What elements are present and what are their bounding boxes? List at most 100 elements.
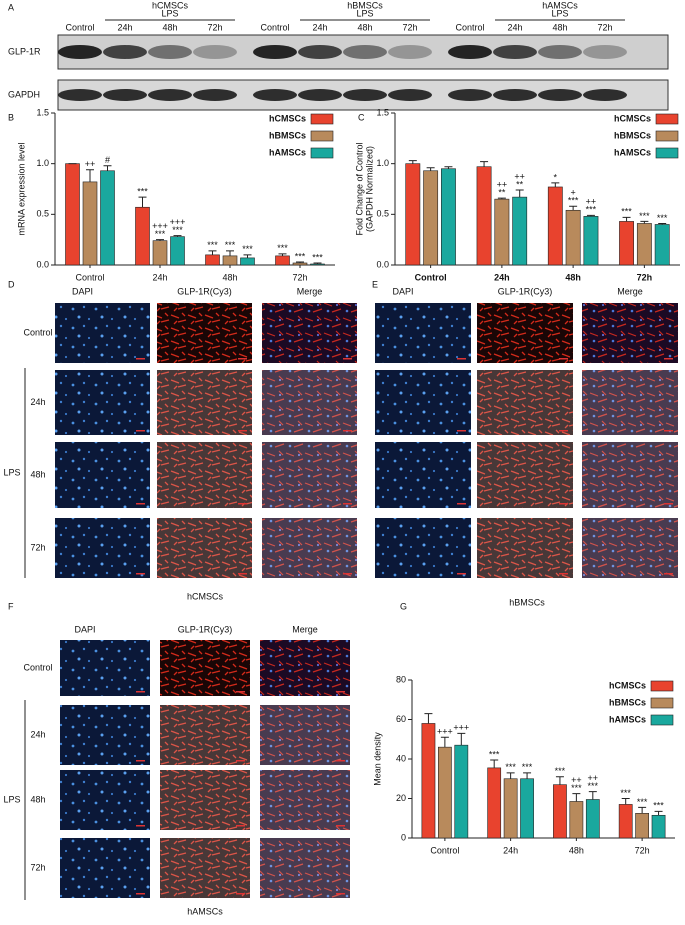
row-label: 48h [30,794,45,804]
scale-bar [343,358,352,360]
panel-label: A [8,2,14,12]
x-tick-label: 24h [503,845,518,855]
significance: # [105,155,110,165]
legend-label: hCMSCs [269,113,306,123]
lane-label: Control [455,22,484,32]
y-tick-label: 1.0 [376,158,389,168]
significance: +++ [453,723,469,733]
bar [310,263,325,266]
error-bar [572,793,581,802]
blot-band [538,89,582,101]
blot-band [448,45,492,59]
error-bar [424,713,433,724]
legend-swatch [655,113,679,125]
bar [512,196,528,266]
x-tick-label: 72h [292,272,307,282]
bar [454,744,469,839]
scale-bar [236,760,245,762]
y-tick-label: 0.0 [376,259,389,269]
lane-label: 48h [162,22,177,32]
legend-label: hBMSCs [609,697,646,707]
x-tick-label: 48h [222,272,237,282]
legend-swatch [310,147,334,159]
legend-swatch [650,680,674,692]
micrograph [260,838,350,898]
micrograph [260,640,350,696]
error-bar [523,772,532,779]
micrograph [60,838,150,898]
lane-label: 72h [597,22,612,32]
column-label: DAPI [74,624,95,634]
row-label: Control [23,327,52,337]
error-bar [622,216,631,222]
row-label: GLP-1R [8,46,41,56]
micrograph [260,705,350,765]
group-name: hAMSCs [542,0,578,10]
bar [152,240,168,266]
error-bar [638,806,647,814]
bar [618,804,633,839]
y-tick-label: 1.5 [376,107,389,117]
scale-bar [664,430,673,432]
significance: *** [312,252,323,262]
significance: *** [639,211,650,221]
bar [441,168,456,266]
blot-band [58,89,102,101]
error-bar [408,160,417,164]
panel-label: E [372,279,378,289]
micrograph [262,303,357,363]
scale-bar [343,430,352,432]
y-tick-label: 0.0 [36,259,49,269]
scale-bar [336,825,345,827]
y-axis-label: (GAPDH Normalized) [364,146,374,232]
error-bar [278,253,287,256]
bar [82,181,98,266]
y-axis-label: Fold Change of Control [354,142,364,235]
blot-band [253,45,297,59]
error-bar [138,196,147,208]
panel-label: G [400,601,407,611]
micrograph [375,442,471,508]
bar [476,166,492,266]
scale-bar [343,503,352,505]
scale-bar [343,573,352,575]
group-name: hCMSCs [152,0,189,10]
scale-bar [559,573,568,575]
bar [222,255,238,266]
error-bar [515,189,524,198]
blot-band [388,45,432,59]
significance: *** [155,229,166,239]
bar [494,198,510,266]
error-bar [440,736,449,748]
micrograph [160,770,250,830]
bar [423,170,439,266]
significance: *** [172,225,183,235]
x-tick-label: Control [430,845,459,855]
blot-band [103,89,147,101]
row-label: Control [23,662,52,672]
significance: *** [522,762,533,772]
x-tick-label: 24h [494,272,510,282]
micrograph [262,518,357,578]
significance: ** [516,179,524,189]
significance: *** [637,797,648,807]
micrograph [582,370,678,435]
micrograph [262,370,357,435]
blot-band [583,89,627,101]
scale-bar [136,573,145,575]
column-label: GLP-1R(Cy3) [178,624,233,634]
column-label: GLP-1R(Cy3) [177,286,232,296]
micrograph [55,370,150,435]
error-bar [426,167,435,171]
bar [170,236,185,266]
scale-bar [136,825,145,827]
error-bar [654,810,663,816]
legend-label: hBMSCs [269,130,306,140]
scale-bar [238,358,247,360]
significance: *** [586,205,597,215]
blot-band [148,89,192,101]
y-tick-label: 1.5 [36,107,49,117]
column-label: Merge [297,286,323,296]
panel-label: B [8,112,14,122]
